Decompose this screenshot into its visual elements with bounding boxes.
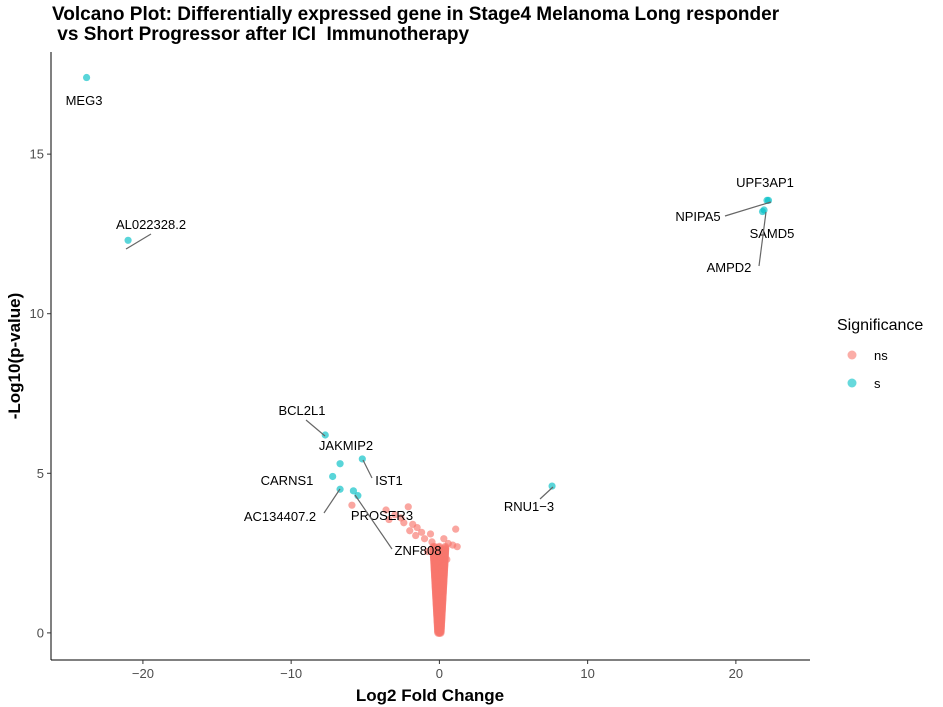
gene-label-ist1: IST1 xyxy=(375,473,402,488)
x-tick-label: 10 xyxy=(580,666,594,681)
gene-label-ac134407.2: AC134407.2 xyxy=(244,509,316,524)
ns-point xyxy=(440,562,448,570)
x-tick-label: −20 xyxy=(132,666,154,681)
gene-label-znf808: ZNF808 xyxy=(395,543,442,558)
point-bcl2l1 xyxy=(321,431,329,439)
point-jakmip2 xyxy=(336,460,344,468)
ns-point xyxy=(413,523,421,532)
leader-line-znf808 xyxy=(354,494,393,550)
leader-line-ac134407.2 xyxy=(323,488,341,514)
gene-label-npipa5: NPIPA5 xyxy=(675,209,720,224)
y-axis-ticks: 0 5 10 15 xyxy=(30,147,51,640)
ns-point xyxy=(400,519,408,527)
x-tick-label: 0 xyxy=(436,666,443,681)
legend-title: Significance xyxy=(837,317,923,334)
ns-point xyxy=(443,555,451,564)
gene-label-ampd2: AMPD2 xyxy=(707,260,752,275)
chart-title-line1: Volcano Plot: Differentially expressed g… xyxy=(52,4,780,25)
gene-label-carns1: CARNS1 xyxy=(261,473,314,488)
ns-point xyxy=(452,525,460,533)
ns-point xyxy=(431,543,439,551)
ns-point xyxy=(438,549,446,557)
ns-point xyxy=(412,531,420,540)
ns-point xyxy=(432,559,441,567)
legend-label-s: s xyxy=(874,376,881,391)
leader-line-ampd2 xyxy=(758,211,767,267)
y-tick-label: 5 xyxy=(37,466,44,481)
ns-point xyxy=(438,568,446,576)
series-ns xyxy=(348,501,461,637)
leader-line-npipa5 xyxy=(724,201,772,217)
ns-point xyxy=(423,547,432,556)
y-axis-title: -Log10(p-value) xyxy=(5,293,24,420)
ns-point xyxy=(418,528,426,536)
ns-point xyxy=(404,503,412,511)
y-tick-label: 10 xyxy=(30,306,44,321)
y-tick-label: 0 xyxy=(37,625,44,640)
gene-label-meg3: MEG3 xyxy=(66,93,103,108)
gene-label-bcl2l1: BCL2L1 xyxy=(279,403,326,418)
legend-key-ns xyxy=(847,350,857,360)
series-s xyxy=(82,73,773,500)
gene-labels: MEG3 AL022328.2 UPF3AP1 NPIPA5 SAMD5 AMPD2 BCL… xyxy=(66,93,795,558)
point-rnu1-3 xyxy=(548,482,556,490)
x-axis-ticks: −20 −10 0 10 20 xyxy=(132,660,743,681)
ns-point xyxy=(453,543,461,551)
ns-point xyxy=(429,552,438,560)
x-axis-title: Log2 Fold Change xyxy=(356,686,504,705)
legend-key-s xyxy=(847,378,857,388)
gene-label-jakmip2: JAKMIP2 xyxy=(319,438,373,453)
gene-label-upf3ap1: UPF3AP1 xyxy=(736,175,794,190)
x-tick-label: 20 xyxy=(729,666,743,681)
ns-point xyxy=(426,530,435,538)
leader-line-al022328.2 xyxy=(125,233,152,250)
point-al022328.2 xyxy=(124,236,132,244)
chart-title-line2: vs Short Progressor after ICI Immunother… xyxy=(52,24,469,45)
ns-point xyxy=(382,506,390,514)
leader-line-bcl2l1 xyxy=(305,419,326,437)
gene-label-al022328.2: AL022328.2 xyxy=(116,217,186,232)
leader-line-rnu1-3 xyxy=(539,486,554,500)
gene-label-proser3: PROSER3 xyxy=(351,508,413,523)
plot-area: MEG3 AL022328.2 UPF3AP1 NPIPA5 SAMD5 AMPD2 BCL… xyxy=(66,73,795,637)
legend-label-ns: ns xyxy=(874,348,888,363)
ns-point xyxy=(391,511,399,519)
point-ampd2 xyxy=(758,207,767,216)
ns-point xyxy=(431,565,439,573)
x-tick-label: −10 xyxy=(280,666,302,681)
point-carns1 xyxy=(329,472,337,481)
point-ist1 xyxy=(358,455,366,463)
ns-point xyxy=(385,515,393,524)
point-meg3 xyxy=(82,73,91,82)
ns-point xyxy=(348,501,356,509)
ns-point xyxy=(406,527,414,535)
ns-point xyxy=(432,571,441,580)
ns-point xyxy=(420,535,429,543)
point-proser3 xyxy=(349,487,358,495)
gene-label-rnu1-3: RNU1−3 xyxy=(504,499,554,514)
leader-line-ist1 xyxy=(362,459,373,479)
ns-point xyxy=(435,629,443,637)
legend: Significance ns s xyxy=(837,317,923,391)
ns-point xyxy=(440,535,448,543)
gene-label-samd5: SAMD5 xyxy=(750,226,795,241)
y-tick-label: 15 xyxy=(30,147,44,162)
